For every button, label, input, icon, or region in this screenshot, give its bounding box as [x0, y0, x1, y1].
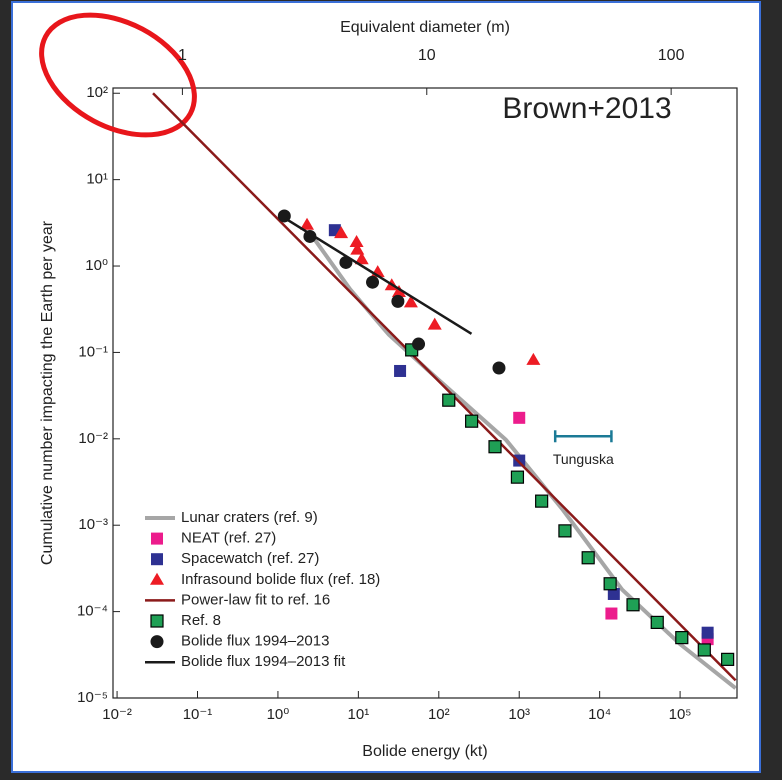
data-point: [513, 411, 526, 424]
series-line: [282, 215, 473, 335]
y-tick-label: 10⁻⁴: [77, 603, 108, 620]
y-tick-label: 10⁻³: [78, 516, 108, 533]
data-point: [349, 234, 364, 247]
legend-swatch: [151, 553, 163, 566]
data-point: [605, 607, 618, 620]
data-point: [488, 440, 502, 454]
data-point: [701, 626, 714, 639]
legend-label: Power-law fit to ref. 16: [181, 591, 330, 608]
legend-label: Spacewatch (ref. 27): [181, 550, 319, 567]
data-point: [721, 652, 735, 666]
data-point: [675, 631, 689, 645]
data-point: [581, 551, 595, 565]
x-axis-label: Bolide energy (kt): [362, 743, 487, 760]
y-tick-label: 10²: [86, 84, 108, 101]
x-tick-label: 10⁵: [669, 706, 692, 723]
x-tick-label: 10²: [428, 706, 450, 723]
x-tick-label: 10¹: [348, 706, 370, 723]
legend-swatch: [150, 635, 164, 649]
data-point: [697, 643, 711, 657]
data-point: [403, 295, 418, 308]
data-point: [603, 577, 617, 591]
data-point: [526, 352, 541, 365]
data-point: [535, 494, 549, 508]
legend-swatch: [150, 614, 164, 628]
legend-label: Bolide flux 1994–2013: [181, 633, 329, 650]
data-point: [607, 587, 620, 600]
data-point: [300, 217, 315, 230]
x-tick-label: 10³: [508, 706, 530, 723]
data-point: [510, 470, 525, 484]
annotation-label: Tunguska: [553, 451, 614, 467]
data-point: [650, 615, 664, 630]
legend-label: Ref. 8: [181, 612, 221, 629]
data-point: [394, 364, 407, 377]
data-point: [492, 361, 506, 375]
data-point: [626, 598, 640, 612]
x-tick-label: 10⁻¹: [183, 706, 213, 723]
series-line: [152, 92, 737, 682]
legend-label: NEAT (ref. 27): [181, 530, 276, 547]
x2-axis-label: Equivalent diameter (m): [340, 19, 510, 36]
figure-panel: [11, 1, 761, 773]
data-point: [442, 393, 456, 407]
data-point: [350, 242, 365, 255]
data-point: [427, 317, 442, 330]
y-tick-label: 10⁻⁵: [77, 689, 108, 706]
data-point: [558, 524, 572, 538]
x-tick-label: 10⁴: [588, 706, 611, 723]
data-point: [354, 252, 369, 265]
highlight-ellipse: [39, 12, 197, 138]
plot-frame: [112, 87, 738, 699]
y-tick-label: 10¹: [86, 171, 108, 188]
legend-label: Lunar craters (ref. 9): [181, 509, 318, 526]
data-point: [412, 337, 426, 351]
x2-tick-label: 1: [178, 47, 187, 64]
data-point: [334, 226, 349, 239]
legend-label: Infrasound bolide flux (ref. 18): [181, 571, 380, 588]
y-tick-label: 10⁻¹: [78, 343, 108, 360]
y-tick-label: 10⁻²: [78, 430, 108, 447]
data-point: [391, 294, 405, 308]
chart-title: Brown+2013: [502, 92, 671, 125]
legend-swatch: [151, 532, 163, 545]
legend-swatch: [150, 572, 164, 585]
legend-label: Bolide flux 1994–2013 fit: [181, 653, 346, 670]
x2-tick-label: 100: [658, 47, 685, 64]
x2-tick-label: 10: [418, 47, 436, 64]
x-tick-label: 10⁻²: [102, 706, 132, 723]
y-tick-label: 10⁰: [85, 257, 108, 274]
data-point: [366, 275, 380, 289]
y-axis-label: Cumulative number impacting the Earth pe…: [39, 220, 56, 565]
data-point: [465, 414, 479, 428]
x-tick-label: 10⁰: [267, 706, 290, 723]
data-point: [391, 285, 406, 298]
